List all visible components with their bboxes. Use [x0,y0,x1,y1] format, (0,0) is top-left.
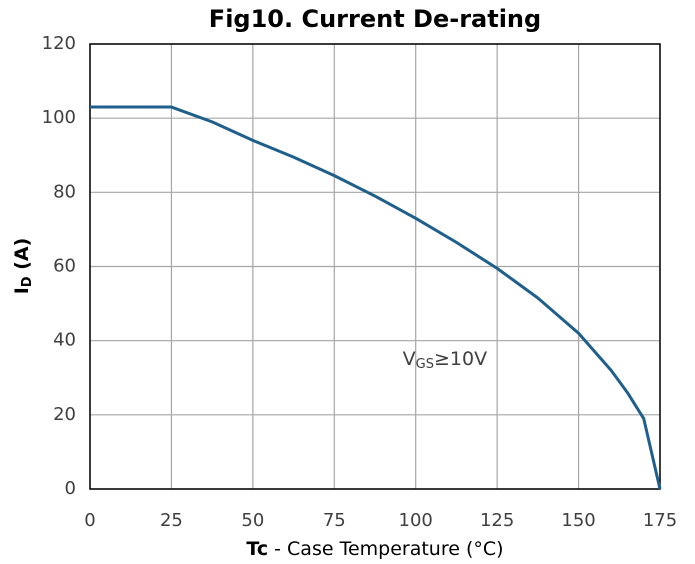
x-tick-label: 175 [643,510,677,531]
y-tick-label: 40 [53,330,76,351]
x-tick-label: 125 [480,510,514,531]
x-axis-label: Tc - Case Temperature (°C) [246,538,503,560]
x-tick-label: 0 [84,510,95,531]
y-axis-label: ID (A) [11,238,35,295]
y-tick-label: 20 [53,404,76,425]
annotation: VGS≥10V [403,348,487,372]
y-tick-label: 120 [42,33,76,54]
y-axis-label-part: D [20,276,35,287]
x-tick-label: 25 [160,510,183,531]
y-axis-label-part: I [11,287,33,294]
x-axis-label-part: - Case Temperature (°C) [268,538,503,560]
y-tick-label: 60 [53,256,76,277]
y-tick-label: 0 [65,478,76,499]
x-axis-label-part: Tc [246,538,268,560]
y-tick-label: 100 [42,107,76,128]
plot-border [89,43,661,490]
annotation-part: V [403,348,416,370]
y-tick-label: 80 [53,181,76,202]
x-tick-label: 150 [561,510,595,531]
annotation-part: GS [416,357,434,372]
data-line [90,105,662,490]
chart-title: Fig10. Current De-rating [209,5,541,33]
x-tick-label: 100 [399,510,433,531]
y-axis-label-part: (A) [11,238,33,277]
x-tick-label: 50 [241,510,264,531]
x-tick-label: 75 [323,510,346,531]
annotation-part: ≥10V [434,348,487,370]
